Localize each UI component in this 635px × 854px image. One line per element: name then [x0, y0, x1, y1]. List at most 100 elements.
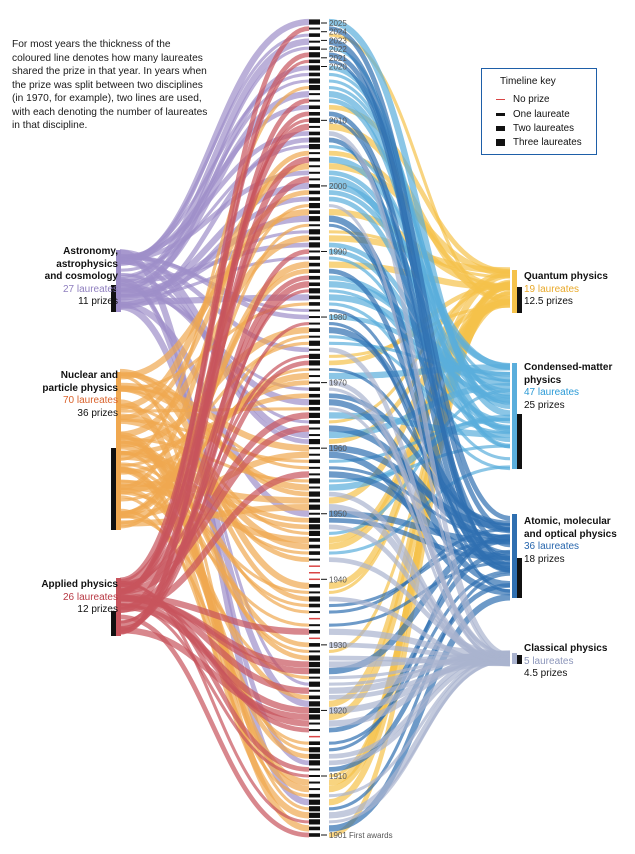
timeline-label: 2022	[329, 45, 347, 54]
timeline-axis	[309, 19, 320, 837]
timeline-year-mark	[309, 216, 320, 222]
timeline-year-mark	[309, 812, 320, 818]
timeline-year-mark	[309, 747, 320, 753]
timeline-year-mark	[309, 661, 320, 668]
timeline-year-mark	[309, 19, 320, 25]
left-category-bars	[111, 250, 121, 636]
timeline-year-mark	[309, 788, 320, 791]
timeline-year-mark	[309, 131, 320, 136]
timeline-year-mark	[309, 65, 320, 71]
timeline-label: 2000	[329, 182, 347, 191]
timeline-year-mark	[309, 453, 320, 456]
category-name: Atomic, molecular	[524, 516, 611, 527]
timeline-year-mark	[309, 322, 320, 325]
timeline-label: 1930	[329, 641, 347, 650]
category-quantum: Quantum physics 19 laureates 12.5 prizes	[524, 271, 634, 309]
timeline-year-mark	[309, 328, 320, 332]
timeline-year-mark	[309, 741, 320, 746]
timeline-year-mark	[309, 701, 320, 707]
category-prizes: 4.5 prizes	[524, 668, 568, 679]
flow-line-left	[119, 182, 310, 301]
flow-line-right	[328, 33, 511, 304]
key-label: Two laureates	[513, 123, 574, 134]
timeline-year-mark	[309, 99, 320, 102]
key-two-laureates: Two laureates	[496, 123, 574, 134]
flow-line-right	[328, 380, 511, 658]
prize-bar-condensed	[517, 414, 522, 469]
category-name: physics	[524, 374, 562, 386]
category-laureates: 36 laureates	[524, 541, 580, 552]
timeline-year-mark	[309, 478, 320, 484]
category-nuclear: Nuclear and particle physics 70 laureate…	[10, 370, 118, 420]
timeline-year-mark	[309, 262, 320, 267]
flow-line-left	[119, 412, 310, 588]
timeline-year-mark	[309, 650, 320, 653]
category-name: Quantum physics	[524, 271, 608, 282]
timeline-year-mark	[309, 302, 320, 306]
timeline-year-mark	[309, 799, 320, 805]
timeline-year-mark	[309, 197, 320, 201]
timeline-year-mark	[309, 40, 320, 43]
category-condensed: Condensed-matter physics 47 laureates 25…	[524, 362, 634, 412]
timeline-year-mark	[309, 288, 320, 294]
category-prizes: 25 prizes	[524, 399, 565, 411]
timeline-year-mark	[309, 544, 320, 549]
flow-line-right	[328, 131, 511, 658]
category-applied: Applied physics 26 laureates 12 prizes	[10, 579, 118, 617]
flow-line-left	[119, 626, 310, 721]
timeline-year-mark	[309, 117, 320, 123]
flow-line-left	[119, 235, 310, 438]
timeline-key: Timeline key No prize One laureate Two l…	[481, 68, 597, 155]
timeline-year-mark	[309, 806, 320, 812]
timeline-year-mark	[309, 498, 320, 503]
category-bar-quantum	[512, 270, 517, 313]
timeline-year-mark	[309, 250, 320, 253]
timeline-year-mark	[309, 407, 320, 411]
flow-line-left	[119, 18, 310, 266]
timeline-year-mark	[309, 105, 320, 110]
category-name: and cosmology	[44, 271, 118, 282]
category-name: Classical physics	[524, 643, 608, 654]
timeline-year-mark	[309, 596, 320, 602]
timeline-year-mark	[309, 486, 320, 489]
timeline-year-mark	[309, 184, 320, 188]
flow-line-left	[119, 341, 310, 468]
timeline-year-mark	[309, 447, 320, 450]
flow-line-left	[119, 98, 310, 635]
key-label: Three laureates	[513, 137, 582, 148]
category-atomic: Atomic, molecular and optical physics 36…	[524, 516, 634, 566]
flow-line-left	[119, 382, 310, 452]
timeline-year-mark	[309, 59, 320, 64]
timeline-label: 2010	[329, 116, 347, 125]
timeline-year-mark	[309, 295, 320, 300]
timeline-year-mark	[309, 643, 320, 647]
category-name: Condensed-matter	[524, 362, 613, 373]
intro-text: For most years the thickness of the colo…	[12, 39, 208, 131]
timeline-label: 2025	[329, 19, 347, 28]
timeline-year-mark	[309, 793, 320, 798]
timeline-label: 1920	[329, 706, 347, 715]
timeline-year-mark	[309, 768, 320, 771]
category-laureates: 27 laureates	[62, 283, 118, 295]
timeline-year-mark	[309, 72, 320, 77]
timeline-year-mark	[309, 353, 320, 359]
timeline-year-mark	[309, 517, 320, 523]
timeline-year-mark	[309, 558, 320, 561]
flow-line-right	[328, 491, 511, 665]
timeline-year-mark	[309, 439, 320, 445]
category-name: Astronomy,	[63, 246, 118, 257]
flow-line-right	[328, 111, 511, 548]
flow-line-left	[119, 360, 310, 610]
timeline-label: 1980	[329, 313, 347, 322]
timeline-year-mark	[309, 774, 320, 777]
timeline-year-mark	[309, 420, 320, 424]
timeline-year-mark	[309, 316, 320, 319]
timeline-year-mark	[309, 309, 320, 312]
flow-line-right	[328, 583, 511, 772]
timeline-year-mark	[309, 466, 320, 469]
one-laureate-swatch-icon	[496, 113, 505, 116]
timeline-year-mark	[309, 348, 320, 351]
timeline-year-mark	[309, 46, 320, 51]
prize-bar-nuclear	[111, 448, 116, 530]
timeline-label: 2020	[329, 63, 347, 72]
